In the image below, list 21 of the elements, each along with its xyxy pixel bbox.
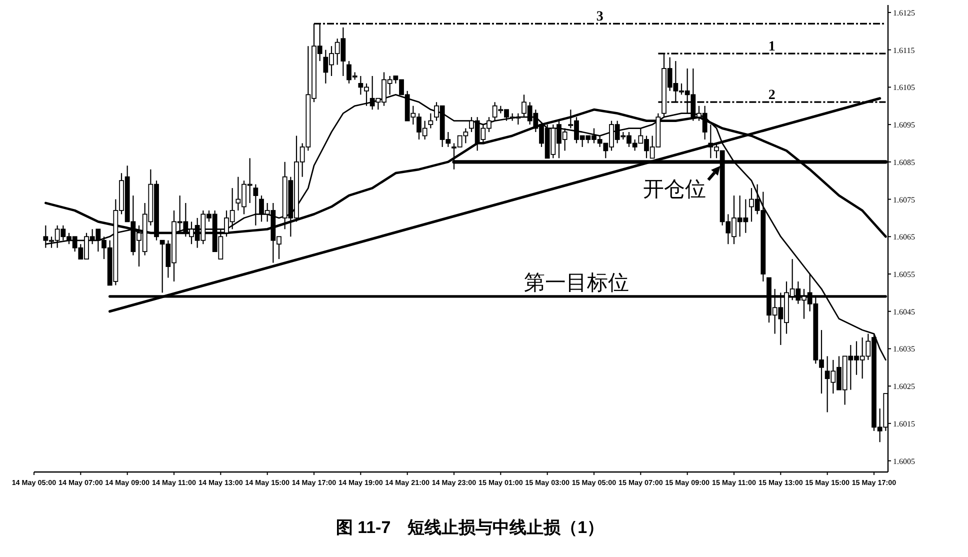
- y-tick-label: 1.6005: [893, 456, 915, 466]
- series-label: 1: [768, 40, 776, 55]
- y-tick-label: 1.6075: [893, 195, 915, 204]
- y-tick-label: 1.6065: [893, 232, 915, 242]
- text: 图 11-7 短线止损与中线止损（1）: [336, 518, 604, 537]
- series-label: 3: [596, 10, 604, 25]
- y-tick-label: 1.6115: [893, 46, 915, 55]
- y-tick-label: 1.6055: [893, 270, 915, 279]
- y-tick-label: 1.6015: [893, 419, 915, 428]
- candlestick: [253, 184, 258, 226]
- y-tick-label: 1.6045: [893, 307, 915, 316]
- y-tick-label: 1.6025: [893, 382, 915, 392]
- y-tick-label: 1.6085: [893, 158, 915, 167]
- candlestick: [428, 112, 434, 129]
- y-tick-label: 1.6095: [893, 120, 915, 130]
- annotation: 第一目标位: [524, 271, 629, 294]
- series-label: 2: [768, 88, 776, 104]
- annotation: 开仓位: [642, 178, 706, 201]
- y-tick-label: 1.6125: [893, 8, 915, 18]
- y-tick-label: 1.6105: [893, 83, 915, 92]
- y-tick-label: 1.6035: [893, 344, 915, 354]
